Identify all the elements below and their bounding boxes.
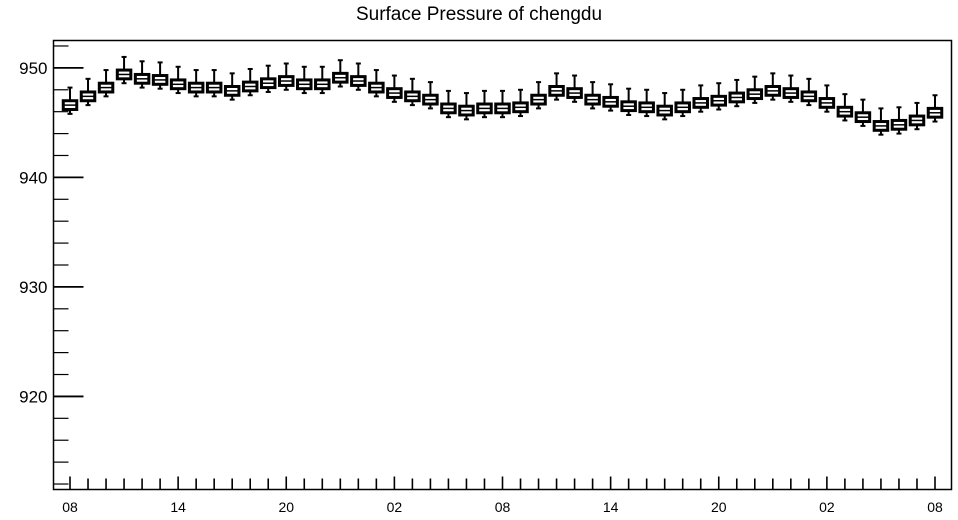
x-tick-label: 08 xyxy=(495,499,511,515)
y-axis: 920 930 940 950 xyxy=(19,45,84,485)
x-tick-label: 14 xyxy=(170,499,186,515)
x-tick-label: 02 xyxy=(387,499,403,515)
x-tick-label: 20 xyxy=(278,499,294,515)
x-tick-label: 08 xyxy=(927,499,943,515)
x-tick-label: 14 xyxy=(603,499,619,515)
chart-title: Surface Pressure of chengdu xyxy=(355,4,603,25)
y-tick-label: 920 xyxy=(19,387,47,406)
y-tick-label: 930 xyxy=(19,278,47,297)
box-series xyxy=(61,55,944,136)
x-tick-label: 08 xyxy=(62,499,78,515)
x-axis: 08 14 20 02 08 14 20 02 08 xyxy=(62,476,943,515)
y-tick-label: 950 xyxy=(19,59,47,78)
x-tick-label: 20 xyxy=(711,499,727,515)
y-tick-label: 940 xyxy=(19,168,47,187)
x-tick-label: 02 xyxy=(819,499,835,515)
